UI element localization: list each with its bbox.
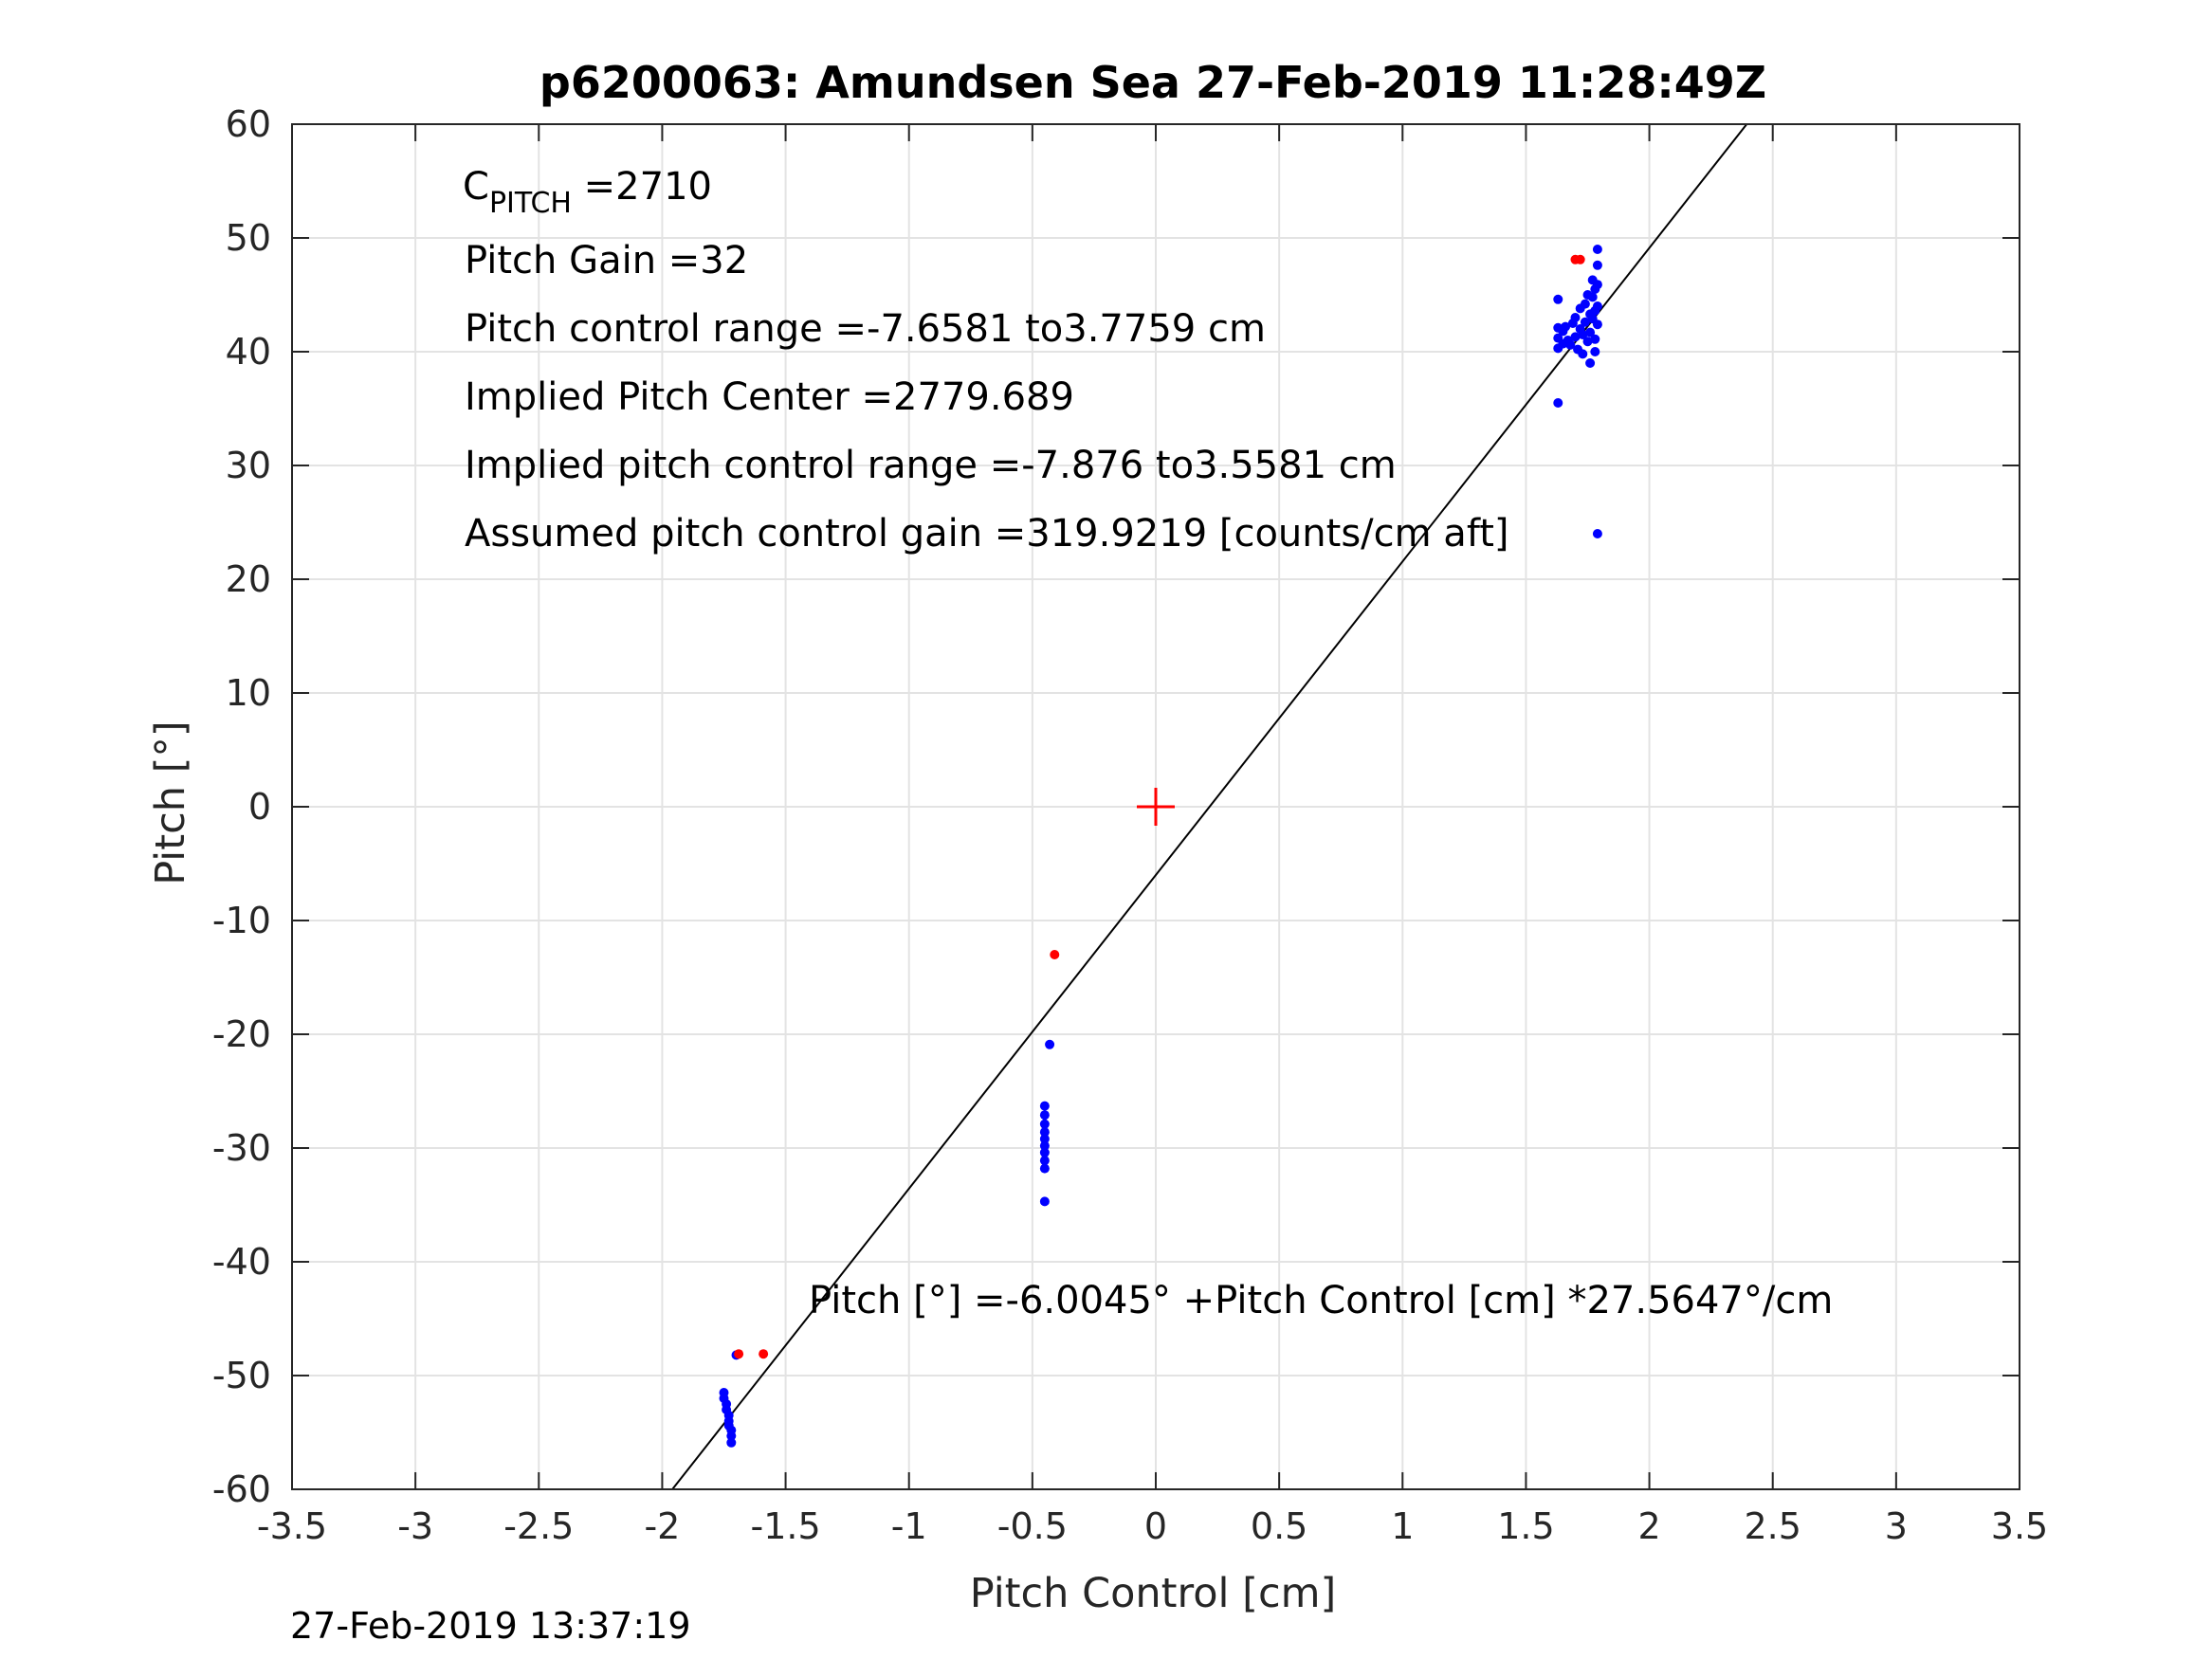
implied-range-annotation: Implied pitch control range =-7.876 to3.… (465, 444, 1397, 487)
y-tick-label: 20 (226, 558, 271, 600)
fit-line-group (671, 123, 1748, 1490)
red-data-point (734, 1349, 744, 1359)
blue-data-point (1039, 1101, 1050, 1111)
blue-data-point (1590, 347, 1600, 356)
x-tick-label: -3 (397, 1505, 433, 1547)
chart-title: p6200063: Amundsen Sea 27-Feb-2019 11:28… (539, 57, 1766, 108)
blue-data-point (1570, 313, 1581, 322)
x-tick-label: 0 (1144, 1505, 1167, 1547)
y-tick-label: -60 (212, 1468, 271, 1510)
y-tick-label: 10 (226, 672, 271, 714)
x-tick-label: -1 (891, 1505, 927, 1547)
y-axis-label: Pitch [°] (147, 720, 194, 884)
x-tick-label: -2 (644, 1505, 680, 1547)
y-tick-label: -50 (212, 1355, 271, 1396)
c-pitch-subscript: PITCH (489, 187, 572, 220)
blue-data-point (1592, 245, 1602, 254)
x-axis-label: Pitch Control [cm] (970, 1570, 1337, 1617)
y-tick-label: 40 (226, 331, 271, 373)
red-data-point (1575, 254, 1585, 264)
blue-data-point (1570, 332, 1581, 342)
blue-data-point (1578, 330, 1588, 339)
blue-data-point (1553, 294, 1563, 304)
blue-data-point (1592, 260, 1602, 270)
y-tick-label: 30 (226, 445, 271, 486)
y-tick-label: 0 (248, 786, 271, 828)
blue-data-point (1039, 1127, 1050, 1138)
blue-data-point (1580, 317, 1590, 327)
y-tick-label: -10 (212, 900, 271, 941)
blue-data-point (1039, 1147, 1050, 1158)
y-tick-label: -20 (212, 1013, 271, 1055)
blue-data-point (1045, 1039, 1055, 1049)
center-marker (1137, 788, 1175, 826)
blue-data-point (1585, 358, 1596, 368)
blue-data-point (1561, 321, 1571, 332)
blue-data-point (1590, 334, 1600, 344)
blue-data-point (1592, 529, 1602, 538)
blue-data-point (1039, 1119, 1050, 1129)
blue-data-point (1039, 1156, 1050, 1166)
blue-data-point (1578, 349, 1588, 359)
x-tick-label: 3 (1885, 1505, 1908, 1547)
footer-timestamp: 27-Feb-2019 13:37:19 (290, 1605, 691, 1647)
c-pitch-annotation: CPITCH =2710 (463, 165, 712, 220)
red-data-point (759, 1349, 769, 1359)
pitch-control-range-annotation: Pitch control range =-7.6581 to3.7759 cm (465, 307, 1266, 351)
axis-ticks (291, 123, 2020, 1490)
blue-data-point (1039, 1163, 1050, 1174)
blue-data-point (726, 1431, 737, 1441)
implied-center-annotation: Implied Pitch Center =2779.689 (465, 375, 1074, 419)
c-pitch-main: C (463, 165, 489, 209)
x-tick-label: -0.5 (997, 1505, 1068, 1547)
blue-data-point (1580, 299, 1590, 309)
x-tick-label: 1 (1391, 1505, 1414, 1547)
blue-data-point (1039, 1140, 1050, 1151)
red-data-point (1050, 950, 1060, 959)
y-tick-label: 50 (226, 217, 271, 259)
c-pitch-value: =2710 (572, 165, 712, 209)
x-tick-label: 1.5 (1497, 1505, 1554, 1547)
x-tick-label: 0.5 (1251, 1505, 1307, 1547)
data-points (719, 245, 1602, 1448)
x-tick-label: -2.5 (503, 1505, 574, 1547)
fit-equation-annotation: Pitch [°] =-6.0045° +Pitch Control [cm] … (809, 1279, 1833, 1322)
y-tick-label: 60 (226, 103, 271, 145)
blue-data-point (1565, 339, 1576, 350)
y-tick-label: -30 (212, 1127, 271, 1169)
blue-data-point (1582, 337, 1593, 347)
x-tick-label: -3.5 (257, 1505, 327, 1547)
blue-data-point (1592, 301, 1602, 311)
y-tick-label: -40 (212, 1241, 271, 1283)
fit-line (671, 123, 1748, 1490)
pitch-gain-annotation: Pitch Gain =32 (465, 239, 748, 283)
blue-data-point (1585, 327, 1596, 337)
blue-data-point (1592, 280, 1602, 290)
tick-labels: -3.5 -3 -2.5 -2 -1.5 -1 -0.5 0 0.5 1 1.5 2 2.5 3 3.5 60… (212, 103, 2048, 1547)
blue-data-point (726, 1437, 737, 1448)
plot-frame (291, 123, 2020, 1490)
x-tick-label: 3.5 (1991, 1505, 2048, 1547)
assumed-gain-annotation: Assumed pitch control gain =319.9219 [co… (465, 512, 1508, 556)
blue-data-point (1553, 398, 1563, 408)
blue-data-point (1039, 1134, 1050, 1144)
blue-data-point (1592, 319, 1602, 330)
x-tick-label: 2.5 (1744, 1505, 1801, 1547)
blue-data-point (1587, 292, 1598, 302)
blue-data-point (1039, 1110, 1050, 1121)
x-tick-label: -1.5 (750, 1505, 820, 1547)
x-tick-label: 2 (1637, 1505, 1660, 1547)
blue-data-point (1039, 1196, 1050, 1207)
